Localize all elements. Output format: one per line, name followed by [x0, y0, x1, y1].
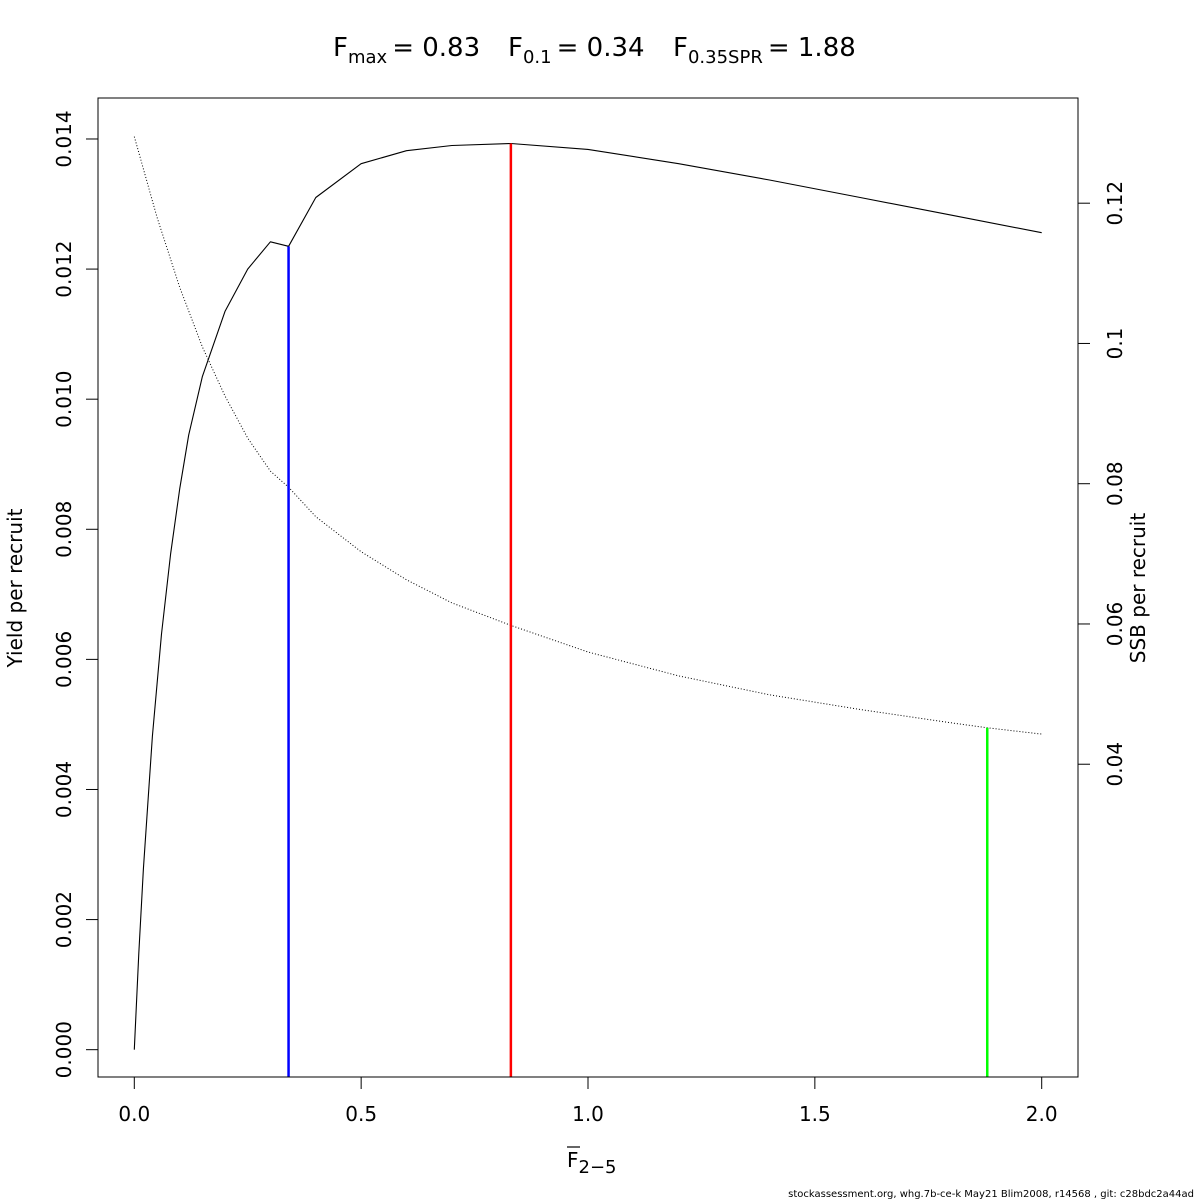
y-axis-left: 0.000 0.002 0.004 0.006 0.008 0.010 0.012 0.014: [52, 110, 99, 1078]
title-f01-symbol: F: [508, 33, 523, 63]
x-tick-label: 0.0: [118, 1102, 150, 1126]
x-axis-title-symbol: F: [567, 1148, 579, 1172]
y2-tick-label: 0.06: [1103, 602, 1127, 647]
series-layer: [133, 136, 1042, 1050]
y-tick-label: 0.008: [52, 501, 76, 558]
series-line-sspr: [133, 136, 1042, 735]
title-fspr-symbol: F: [673, 33, 688, 63]
chart-title: Fmax = 0.83 F0.1 = 0.34 F0.35SPR = 1.88: [333, 33, 856, 68]
y-tick-label: 0.012: [52, 240, 76, 297]
title-fspr-subscript: 0.35SPR: [688, 47, 763, 68]
y2-tick-label: 0.04: [1103, 742, 1127, 787]
reference-lines: [287, 143, 989, 1077]
y-tick-label: 0.010: [52, 371, 76, 428]
title-fmax-symbol: F: [333, 33, 348, 63]
y-tick-label: 0.002: [52, 891, 76, 948]
x-axis: 0.0 0.5 1.0 1.5 2.0: [118, 1076, 1058, 1126]
y-axis-right: 0.04 0.06 0.08 0.1 0.12: [1077, 181, 1127, 787]
title-fmax-subscript: max: [348, 47, 388, 68]
plot-frame: [97, 97, 1079, 1078]
title-fmax-value: = 0.83: [392, 33, 480, 63]
y-tick-label: 0.006: [52, 631, 76, 688]
title-fspr-value: = 1.88: [768, 33, 856, 63]
x-tick-label: 1.5: [799, 1102, 831, 1126]
y-axis-left-title: Yield per recruit: [3, 508, 27, 668]
x-tick-label: 0.5: [345, 1102, 377, 1126]
y-tick-label: 0.000: [52, 1021, 76, 1078]
y2-tick-label: 0.12: [1103, 181, 1127, 226]
y-tick-label: 0.014: [52, 110, 76, 167]
title-f01-subscript: 0.1: [523, 47, 552, 68]
x-tick-label: 2.0: [1026, 1102, 1058, 1126]
x-axis-title: F2−5: [567, 1148, 617, 1178]
footer-credit: stockassessment.org, whg.7b-ce-k May21 B…: [788, 1189, 1194, 1200]
y-tick-label: 0.004: [52, 761, 76, 818]
series-line-ypr: [133, 142, 1042, 1050]
title-f01-value: = 0.34: [557, 33, 645, 63]
x-tick-label: 1.0: [572, 1102, 604, 1126]
y2-tick-label: 0.08: [1103, 461, 1127, 506]
y2-tick-label: 0.1: [1103, 328, 1127, 360]
y-axis-right-title: SSB per recruit: [1126, 513, 1150, 664]
x-axis-title-subscript: 2−5: [579, 1157, 617, 1178]
